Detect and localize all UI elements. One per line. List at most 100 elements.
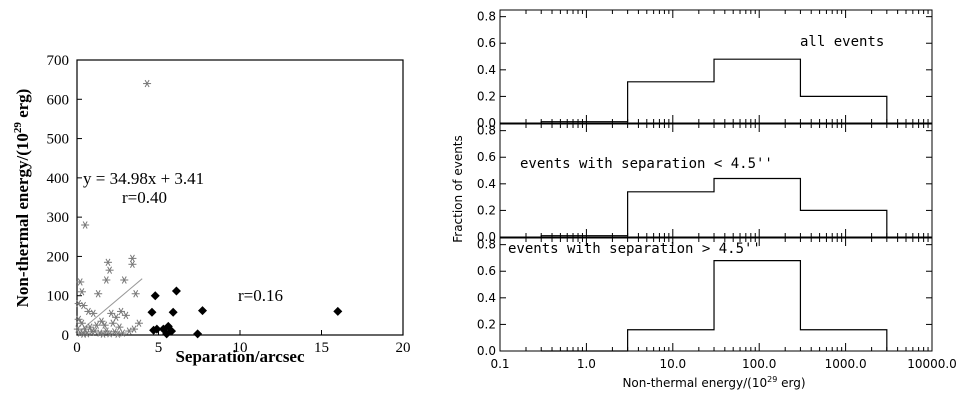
histogram-y-tick-label: 0.8 <box>477 124 496 138</box>
diamond-point <box>171 286 181 296</box>
histogram-x-tick-label: 1.0 <box>577 357 596 371</box>
histogram-panel-3: 0.0 0.2 0.4 0.6 0.8 events with separation > … <box>477 237 933 358</box>
r-value-annotation-small: r=0.40 <box>122 188 167 207</box>
asterisk-point <box>100 321 109 329</box>
histogram-y-tick-label: 0.2 <box>477 203 496 217</box>
scatter-y-tick-label: 0 <box>62 328 70 344</box>
asterisk-point <box>92 321 101 329</box>
asterisk-point <box>112 313 121 322</box>
histogram-bars <box>540 177 888 237</box>
histogram-x-tick-label: 0.1 <box>490 357 509 371</box>
histogram-x-ticks: 0.1 1.0 10.0 100.0 1000.0 10000.0 <box>490 357 956 371</box>
scatter-y-tick-label: 200 <box>47 249 70 265</box>
histogram-panel-label: all events <box>800 34 884 50</box>
histogram-panel-frame <box>499 123 933 238</box>
diamond-point <box>193 329 203 339</box>
histogram-y-tick-label: 0.4 <box>477 63 496 77</box>
histogram-y-tick-label: 0.2 <box>477 317 496 331</box>
asterisk-point <box>128 260 137 268</box>
asterisk-point <box>128 254 137 263</box>
histogram-y-tick-label: 0.4 <box>477 177 496 191</box>
histogram-panel-2: 0.0 0.2 0.4 0.6 0.8 events with separation < … <box>477 123 933 244</box>
histogram-x-tick-label: 10000.0 <box>907 357 957 371</box>
asterisk-point <box>74 299 83 308</box>
asterisk-point <box>81 221 90 229</box>
histogram-y-tick-label: 0.6 <box>477 36 496 50</box>
asterisk-point <box>79 330 88 338</box>
histogram-panels: 0.0 0.2 0.4 0.6 0.8 all events 0.0 0.2 0.4 0.6 0.8… <box>477 9 933 358</box>
histogram-x-tick-label: 10.0 <box>659 357 686 371</box>
asterisk-point <box>120 276 129 284</box>
scatter-y-tick-label: 700 <box>47 53 70 69</box>
histogram-x-axis-label-main: Non-thermal energy/(10 <box>622 376 767 390</box>
histogram-y-axis-label: Fraction of events <box>451 135 465 243</box>
asterisk-point <box>117 307 126 316</box>
fit-equation-annotation: y = 34.98x + 3.41 <box>83 169 204 188</box>
diamond-point <box>168 307 178 317</box>
histogram-x-axis-label-end: erg) <box>777 376 805 390</box>
asterisk-point <box>73 325 82 333</box>
histogram-x-tick-label: 100.0 <box>742 357 776 371</box>
asterisk-point <box>77 288 86 296</box>
asterisk-point <box>97 317 106 325</box>
asterisk-point <box>77 319 86 327</box>
histogram-bars <box>541 260 888 352</box>
asterisk-point <box>143 79 152 88</box>
asterisk-point <box>76 278 85 286</box>
scatter-x-tick-label: 20 <box>396 340 411 356</box>
asterisk-point <box>115 323 124 331</box>
scatter-x-tick-label: 0 <box>73 340 81 356</box>
asterisk-point <box>108 319 117 327</box>
asterisk-point <box>130 325 139 333</box>
histogram-panel-label: events with separation > 4.5'' <box>508 241 761 257</box>
scatter-y-axis-label-end: erg) <box>13 89 32 123</box>
asterisk-point <box>102 276 111 284</box>
asterisk-point <box>103 258 112 267</box>
scatter-x-tick-label: 5 <box>155 340 163 356</box>
asterisk-point <box>94 290 103 298</box>
scatter-y-tick-label: 500 <box>47 132 70 148</box>
diamond-point <box>150 291 160 301</box>
asterisk-point <box>118 329 127 337</box>
diamond-point <box>149 325 159 335</box>
scatter-y-tick-label: 300 <box>47 210 70 226</box>
scatter-x-tick-label: 10 <box>233 340 248 356</box>
histogram-panel-frame <box>499 9 933 124</box>
histogram-x-axis-label: Non-thermal energy/(1029 erg) <box>622 375 805 390</box>
histogram-y-tick-label: 0.6 <box>477 264 496 278</box>
histogram-y-tick-label: 0.8 <box>477 10 496 24</box>
scatter-y-tick-label: 100 <box>47 289 70 305</box>
scatter-points <box>73 79 343 339</box>
histogram-y-tick-label: 0.0 <box>477 116 496 130</box>
asterisk-point <box>134 319 143 327</box>
asterisk-point <box>86 323 95 331</box>
scatter-y-axis-label: Non-thermal energy/(1029 erg) <box>12 89 32 308</box>
diamond-point <box>147 307 157 317</box>
r-value-annotation-large: r=0.16 <box>238 286 283 305</box>
scatter-x-tick-label: 15 <box>314 340 329 356</box>
asterisk-point <box>87 328 96 336</box>
asterisk-point <box>113 330 122 338</box>
asterisk-point <box>105 330 114 338</box>
histogram-y-tick-label: 0.4 <box>477 291 496 305</box>
histogram-panel-frame <box>499 237 933 352</box>
scatter-y-axis-label-main: Non-thermal energy/(10 <box>13 133 32 307</box>
diamond-point <box>333 306 343 316</box>
asterisk-point <box>107 309 116 318</box>
histogram-chart: 0.0 0.2 0.4 0.6 0.8 all events 0.0 0.2 0.4 0.6 0.8… <box>451 9 957 390</box>
asterisk-point <box>89 309 98 318</box>
histogram-panel-1: 0.0 0.2 0.4 0.6 0.8 all events <box>477 9 933 130</box>
scatter-y-tick-label: 400 <box>47 171 70 187</box>
diamond-point <box>162 329 172 339</box>
scatter-y-axis-label-sup: 29 <box>12 122 24 134</box>
histogram-y-tick-label: 0.0 <box>477 344 496 358</box>
diamond-point <box>198 306 208 316</box>
histogram-y-tick-label: 0.8 <box>477 238 496 252</box>
asterisk-point <box>105 266 114 274</box>
histogram-x-axis-label-sup: 29 <box>767 375 777 384</box>
scatter-x-axis-label: Separation/arcsec <box>175 347 305 366</box>
histogram-y-tick-label: 0.6 <box>477 150 496 164</box>
